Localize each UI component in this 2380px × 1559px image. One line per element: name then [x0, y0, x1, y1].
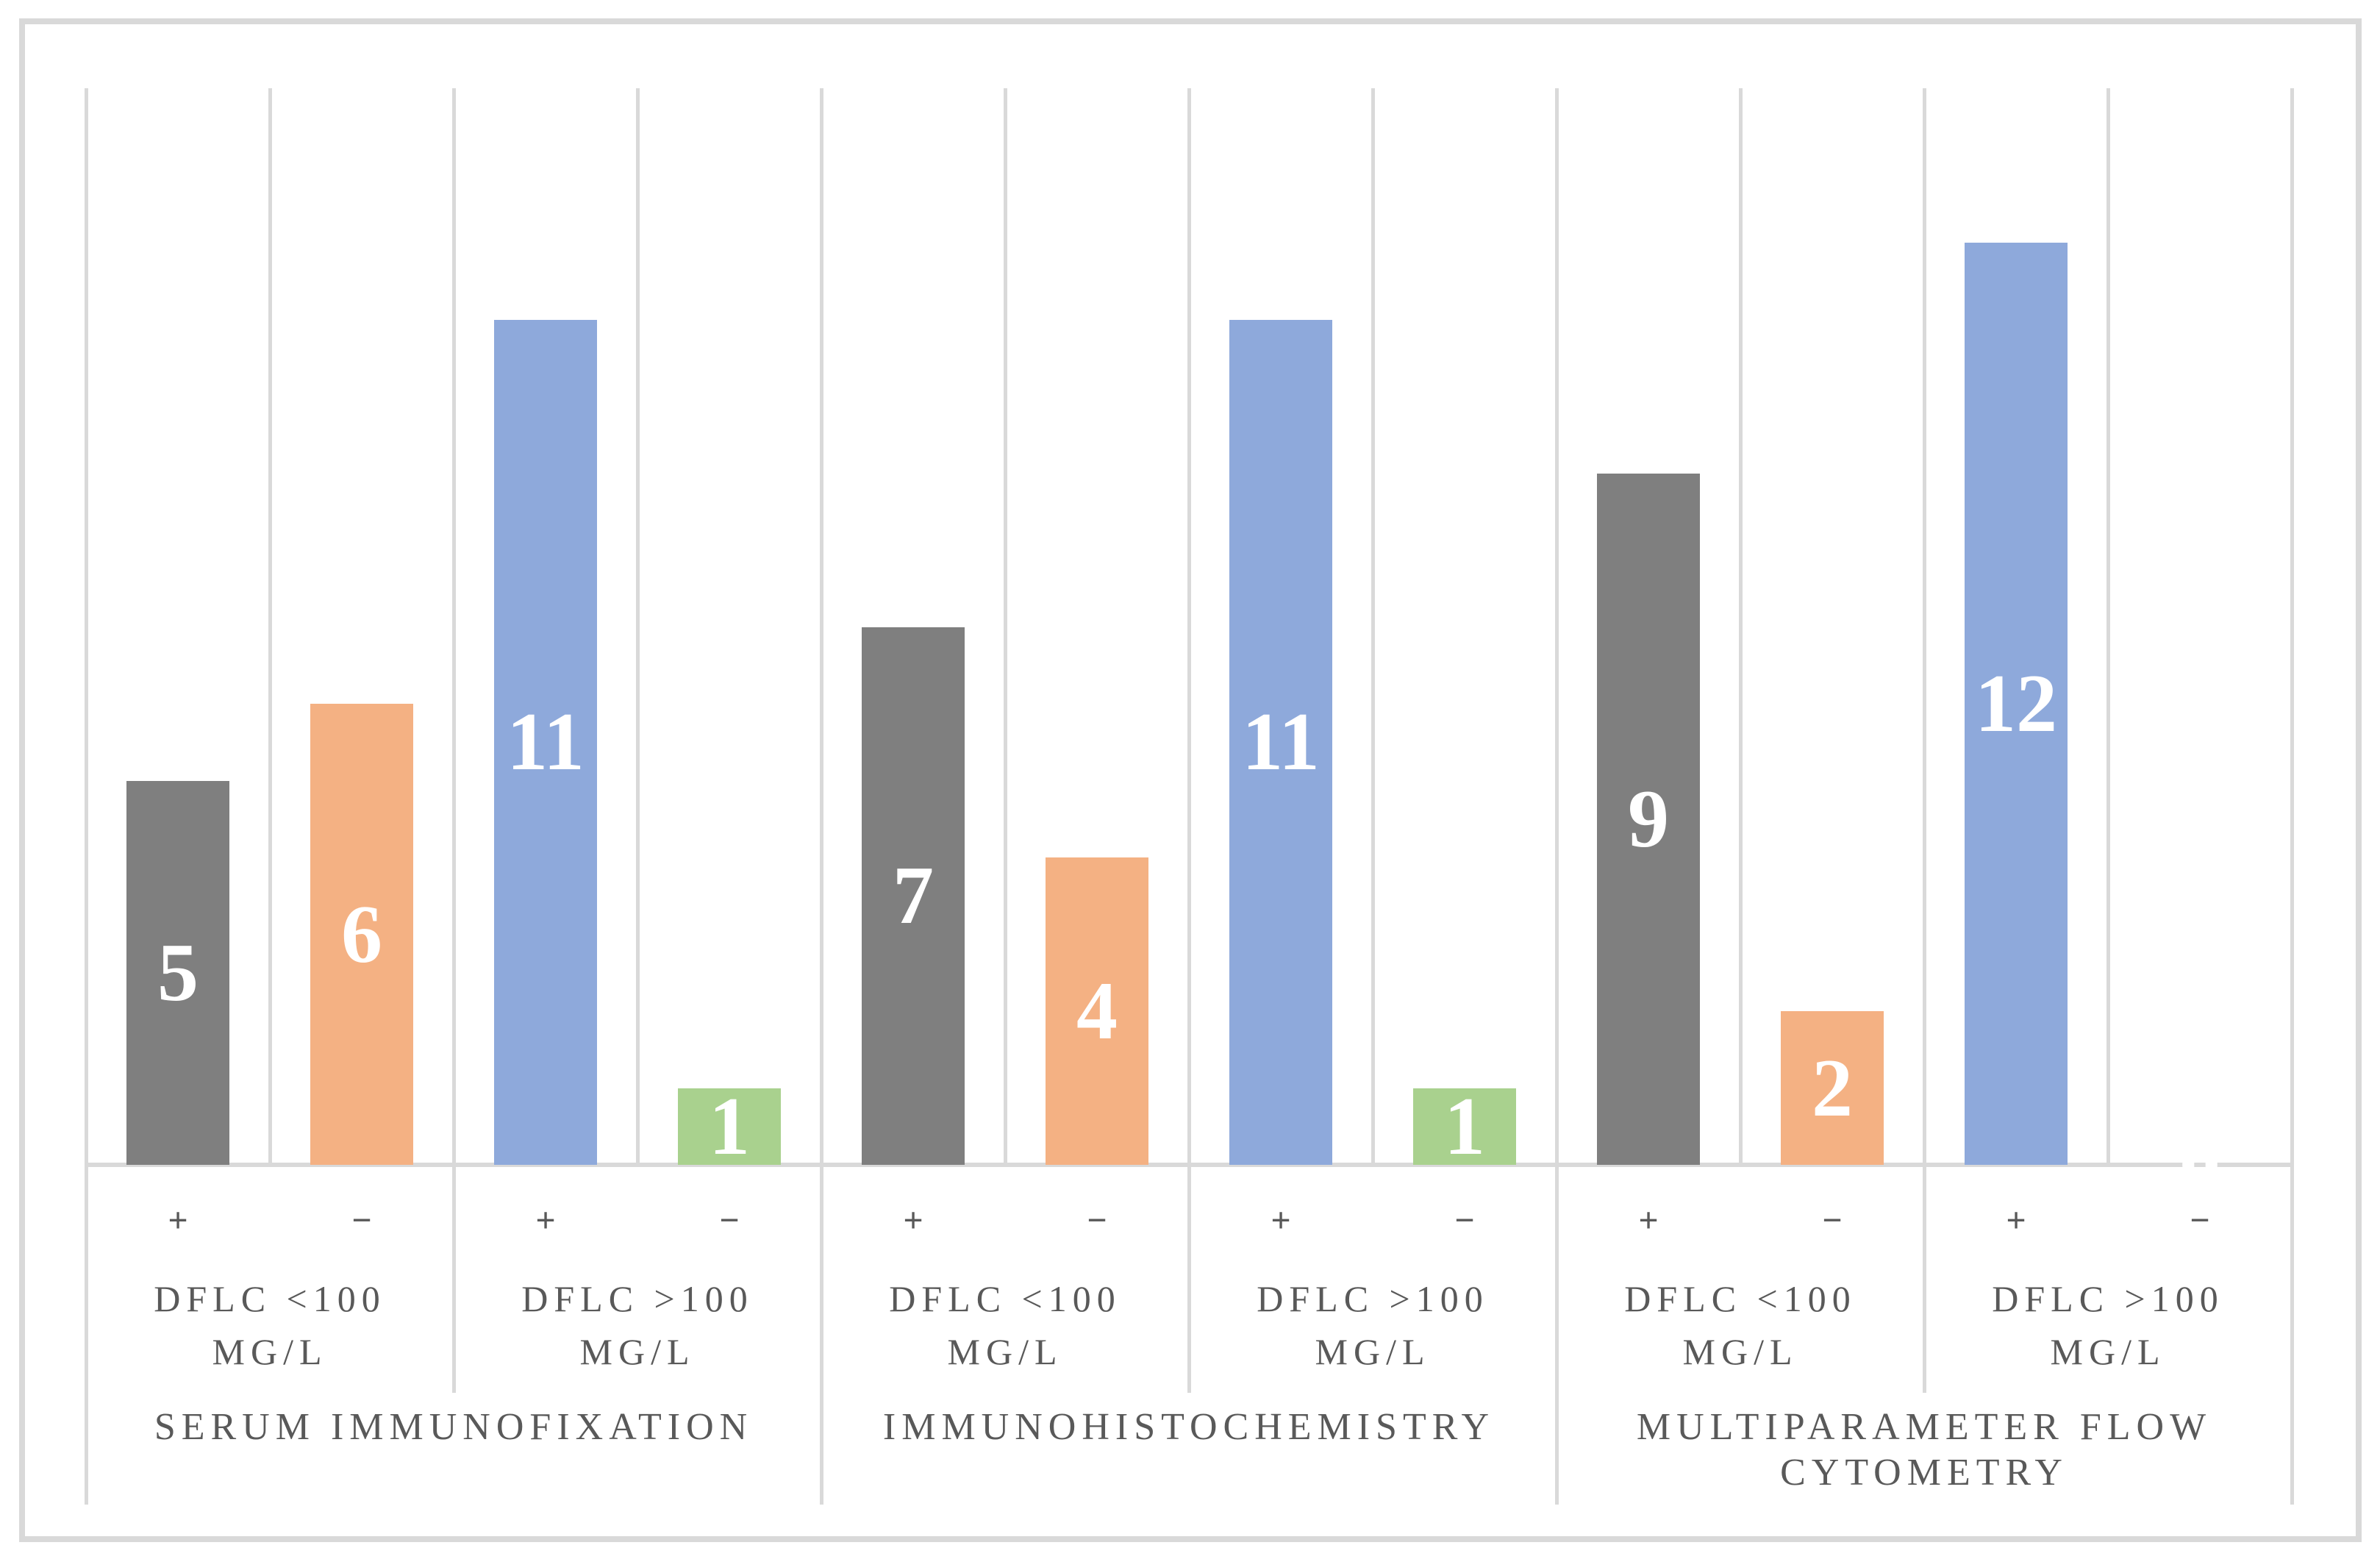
dflc-range-label-line: DFLC <100 [1624, 1278, 1857, 1319]
bar-serum-immunofixation-dflc-100-mg-l-plus [126, 780, 229, 1165]
bar-value-label: 12 [1975, 658, 2057, 749]
method-label: SERUM IMMUNOFIXATION [86, 1405, 821, 1450]
sign-axis-label: + [1271, 1201, 1291, 1240]
category-gridline [85, 88, 88, 1165]
category-gridline [636, 88, 640, 1165]
category-gridline [452, 88, 456, 1165]
bar-value-label: 2 [1812, 1042, 1853, 1134]
category-gridline [268, 88, 272, 1165]
dflc-range-label: DFLC <100 MG/L [86, 1272, 454, 1378]
dflc-range-label: DFLC >100 MG/L [1189, 1272, 1557, 1378]
sign-axis-label: − [719, 1201, 740, 1240]
dflc-range-label-line: MG/L [212, 1331, 328, 1372]
category-gridline [1923, 88, 1926, 1165]
dflc-divider [1187, 1165, 1191, 1393]
dflc-divider [452, 1165, 456, 1393]
sign-axis-label: + [903, 1201, 923, 1240]
bar-value-label: 6 [341, 888, 382, 980]
bar-value-label: 11 [1242, 696, 1320, 788]
bar-value-label: 9 [1628, 773, 1669, 865]
bar-immunohistochemistry-dflc-100-mg-l-minus [1413, 1088, 1516, 1165]
bar-immunohistochemistry-dflc-100-mg-l-plus [862, 627, 965, 1165]
dflc-range-label-line: DFLC <100 [889, 1278, 1121, 1319]
method-label: MULTIPARAMETER FLOW CYTOMETRY [1557, 1405, 2292, 1496]
dflc-range-label-line: DFLC >100 [521, 1278, 754, 1319]
category-gridline [2290, 88, 2294, 1165]
method-divider [820, 1165, 823, 1505]
bar-multiparameter-flow-cytometry-dflc-100-mg-l-plus [1597, 473, 1700, 1165]
sign-axis-label: − [1822, 1201, 1843, 1240]
sign-axis-label: + [535, 1201, 556, 1240]
method-label-line: MULTIPARAMETER FLOW [1636, 1406, 2212, 1448]
category-gridline [2106, 88, 2110, 1165]
category-gridline [1555, 88, 1559, 1165]
method-divider [85, 1165, 88, 1505]
bar-serum-immunofixation-dflc-100-mg-l-minus [678, 1088, 781, 1165]
bar-serum-immunofixation-dflc-100-mg-l-minus [310, 704, 413, 1165]
bar-serum-immunofixation-dflc-100-mg-l-plus [494, 319, 597, 1165]
category-gridline [1739, 88, 1743, 1165]
dflc-range-label-line: DFLC >100 [1992, 1278, 2224, 1319]
sign-axis-label: + [168, 1201, 188, 1240]
bar-immunohistochemistry-dflc-100-mg-l-plus [1229, 319, 1332, 1165]
dflc-range-label-line: MG/L [1315, 1331, 1431, 1372]
bar-value-label: 11 [507, 696, 585, 788]
bar-value-label: 5 [157, 927, 199, 1018]
sign-axis-label: + [2006, 1201, 2026, 1240]
dflc-range-label: DFLC >100 MG/L [1924, 1272, 2292, 1378]
category-gridline [820, 88, 823, 1165]
dflc-range-label-line: MG/L [579, 1331, 696, 1372]
dflc-range-label: DFLC >100 MG/L [454, 1272, 821, 1378]
bar-value-label: 0 [2179, 1119, 2220, 1210]
method-label-line: SERUM IMMUNOFIXATION [154, 1406, 754, 1448]
category-gridline [1187, 88, 1191, 1165]
dflc-range-label-line: MG/L [2050, 1331, 2166, 1372]
sign-axis-label: − [2190, 1201, 2210, 1240]
bar-value-label: 4 [1076, 966, 1118, 1057]
sign-axis-label: − [351, 1201, 372, 1240]
dflc-range-label-line: DFLC <100 [154, 1278, 386, 1319]
dflc-divider [1923, 1165, 1926, 1393]
method-label-line: IMMUNOHISTOCHEMISTRY [882, 1406, 1495, 1448]
bar-multiparameter-flow-cytometry-dflc-100-mg-l-minus [1781, 1011, 1884, 1165]
dflc-range-label-line: MG/L [1682, 1331, 1798, 1372]
bar-multiparameter-flow-cytometry-dflc-100-mg-l-plus [1965, 243, 2068, 1165]
method-label: IMMUNOHISTOCHEMISTRY [821, 1405, 1557, 1450]
category-gridline [1004, 88, 1007, 1165]
dflc-range-label-line: MG/L [947, 1331, 1063, 1372]
category-gridline [1371, 88, 1375, 1165]
sign-axis-label: + [1638, 1201, 1659, 1240]
dflc-range-label: DFLC <100 MG/L [1557, 1272, 1924, 1378]
bar-immunohistochemistry-dflc-100-mg-l-minus [1046, 857, 1148, 1165]
method-divider [2290, 1165, 2294, 1505]
method-label-line: CYTOMETRY [1780, 1452, 2068, 1494]
method-divider [1555, 1165, 1559, 1505]
sign-axis-label: − [1087, 1201, 1107, 1240]
bar-value-label: 1 [1444, 1080, 1485, 1172]
dflc-range-label-line: DFLC >100 [1257, 1278, 1489, 1319]
bar-value-label: 1 [709, 1080, 750, 1172]
sign-axis-label: − [1454, 1201, 1475, 1240]
bar-value-label: 7 [893, 850, 934, 942]
dflc-range-label: DFLC <100 MG/L [821, 1272, 1189, 1378]
